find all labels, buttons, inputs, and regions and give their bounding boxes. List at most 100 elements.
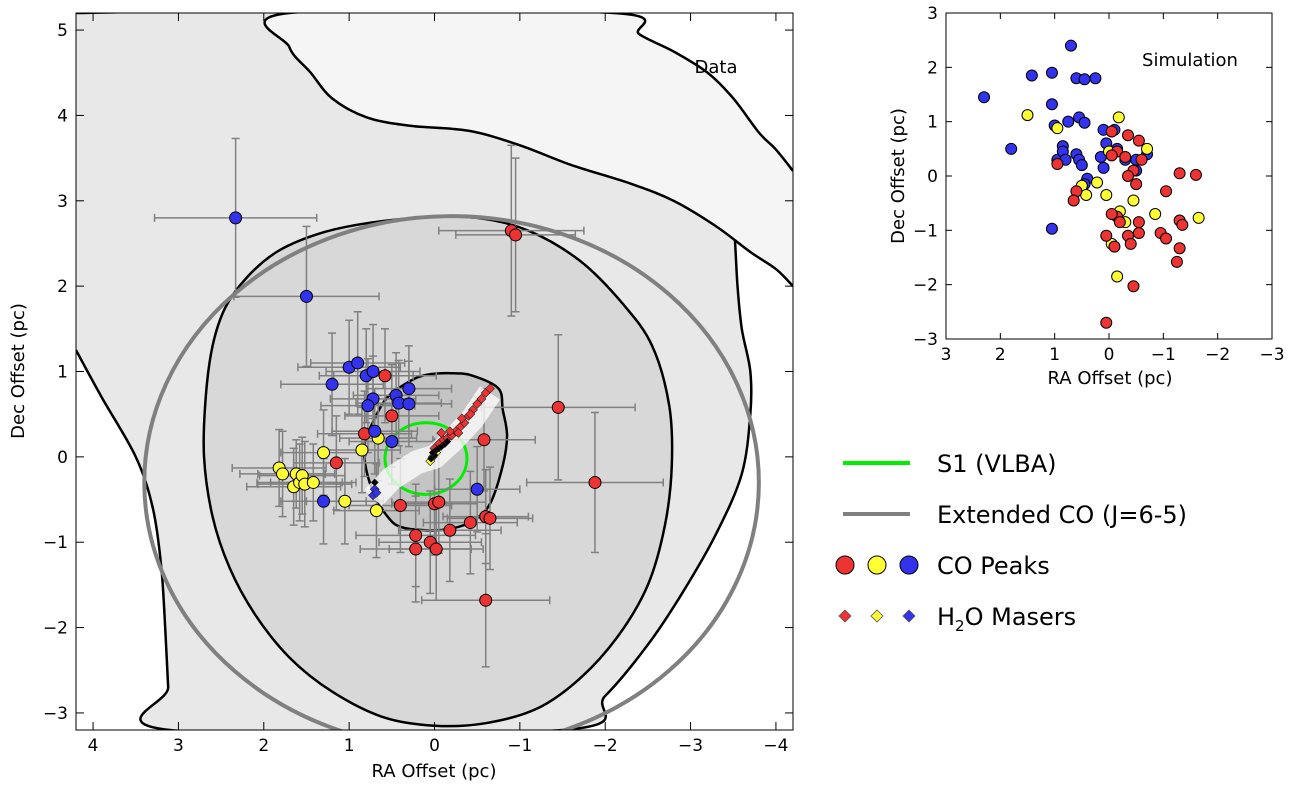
legend-maser-yellow-marker [870,609,884,623]
sim-point-blue [1045,98,1058,111]
co-peak-red [393,499,407,513]
sim-point-red [1160,185,1173,198]
maser-red [453,428,464,438]
sim-point-blue [1078,73,1091,86]
sim-point-red [1135,153,1148,166]
y-tick-label: 0 [927,167,938,187]
legend-co-blue-marker [899,555,919,575]
y-tick-label: −1 [913,221,938,241]
co-peak-red [385,409,399,423]
co-peak-red [479,593,493,607]
x-tick-label: 0 [429,736,440,756]
y-tick-label: 4 [57,106,68,126]
y-tick-label: 1 [927,113,938,133]
reference-ellipses [142,214,761,730]
simulation-panel-title: Simulation [1142,50,1238,71]
sim-point-yellow [1127,194,1140,207]
x-tick-label: 4 [88,736,99,756]
co-peak-red [329,456,343,470]
maser-red [485,383,495,394]
legend-co-yellow-marker [867,555,887,575]
x-tick-label: −3 [1259,345,1284,365]
x-tick-label: −1 [1151,345,1176,365]
x-tick-label: 3 [941,345,952,365]
extended-co-ellipse [142,214,761,730]
simulation-plot-background [946,13,1272,339]
legend-co-red-marker [835,555,855,575]
y-tick-label: −3 [43,704,68,724]
sim-point-blue [1064,39,1077,52]
sim-point-blue [1005,142,1018,155]
maser-red [465,409,476,420]
sim-point-red [1105,149,1118,162]
x-tick-label: 3 [173,736,184,756]
sim-point-red [1173,167,1186,180]
co-peak-red [551,400,565,414]
sim-point-yellow [1021,109,1034,122]
co-peak-blue [402,382,416,396]
y-tick-label: 2 [57,277,68,297]
co-peak-blue [229,211,243,225]
legend-entry-extended-co: Extended CO (J=6-5) [843,501,1187,529]
co-peak-yellow [355,443,369,457]
sim-point-blue [1025,69,1038,82]
sim-point-red [1122,129,1135,142]
co-peak-blue [470,482,484,496]
y-tick-label: 2 [927,58,938,78]
co-peak-blue [368,424,382,438]
sim-point-yellow [1149,208,1162,221]
co-peak-yellow [276,467,290,481]
x-tick-label: −4 [763,736,788,756]
x-tick-label: 2 [258,736,269,756]
legend-masers-subscript: 2 [955,617,965,635]
co-peak-yellow [306,475,320,489]
co-peak-red [483,511,497,525]
co-peak-red [432,495,446,509]
co-peak-blue [385,434,399,448]
sim-point-red [1067,194,1080,207]
data-x-axis-label: RA Offset (pc) [372,761,497,782]
maser-red [456,413,467,424]
sim-point-yellow [1111,270,1124,283]
legend-co-peaks-label: CO Peaks [937,552,1050,580]
simulation-markers [978,39,1205,329]
co-peak-red [409,528,423,542]
sim-point-yellow [1192,211,1205,224]
sim-point-red [1132,227,1145,240]
co-peak-red [588,475,602,489]
co-peak-red [429,542,443,556]
simulation-y-axis-label: Dec Offset (pc) [888,108,909,244]
contour-level-1 [263,13,793,288]
sim-point-yellow [1091,176,1104,189]
sim-point-red [1130,178,1143,191]
data-panel-title: Data [695,57,738,78]
sim-point-red [1160,232,1173,245]
co-peak-blue [299,289,313,303]
sim-point-red [1170,255,1183,268]
x-tick-label: −2 [1205,345,1230,365]
y-tick-label: 3 [927,4,938,24]
s1-vlba-ellipse [383,421,469,496]
co-peak-blue [361,399,375,413]
sim-point-red [1119,150,1132,163]
x-tick-label: −1 [507,736,532,756]
y-tick-label: 1 [57,363,68,383]
sim-point-blue [1097,161,1110,174]
maser-black [443,437,452,446]
legend-masers-label: H2O Masers [937,603,1076,635]
data-axis-ticks: 4 3 2 1 0 −1 −2 −3 −4 −3 −2 −1 0 1 2 3 4 5 [43,13,793,756]
sim-point-blue [1078,116,1091,129]
y-tick-label: 5 [57,21,68,41]
sim-point-blue [1075,159,1088,172]
co-peak-yellow [369,504,383,518]
sim-point-yellow [1141,142,1154,155]
sim-point-yellow [1051,122,1064,135]
sim-point-red [1122,170,1135,182]
x-tick-label: 1 [344,736,355,756]
simulation-axis-ticks: 3 2 1 0 −1 −2 −3 −3 −2 −1 0 1 2 3 [913,4,1285,365]
co-peak-red [463,516,477,530]
sim-point-red [1105,125,1118,138]
sim-point-yellow [1100,189,1113,202]
co-peak-red [477,433,491,447]
sim-point-red [1189,168,1202,181]
